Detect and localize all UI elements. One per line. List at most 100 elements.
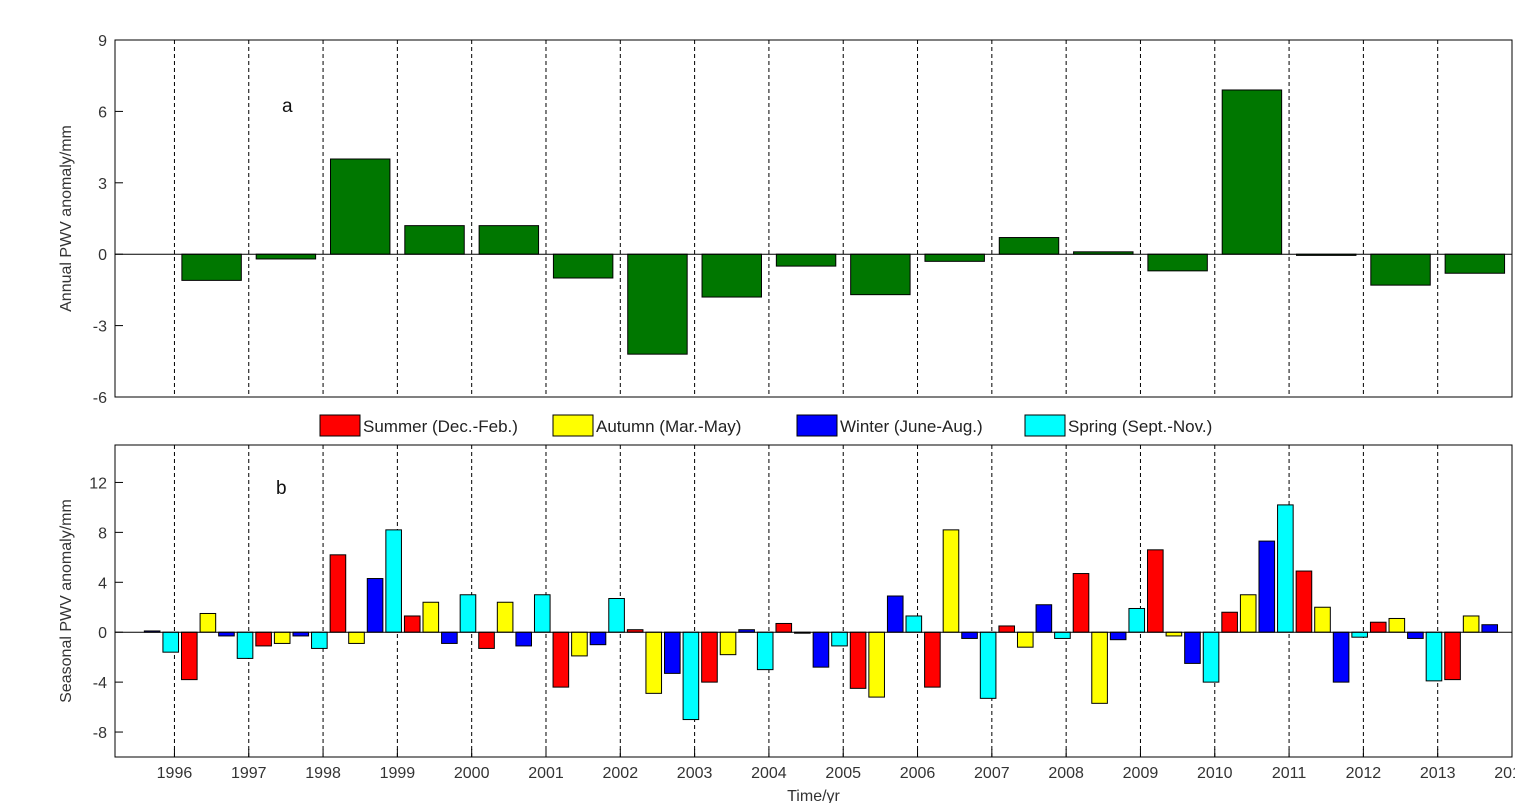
y-tick-label: 6 [98,104,107,121]
seasonal-bar [1369,621,1387,633]
seasonal-bar [571,631,588,657]
seasonal-bar [292,631,310,637]
y-tick-label: 12 [89,475,107,492]
annual-bar [404,225,465,255]
legend-label: Spring (Sept.-Nov.) [1068,417,1212,436]
seasonal-bar [589,631,607,646]
x-tick-label: 2007 [974,765,1010,782]
x-tick-label: 2010 [1197,765,1233,782]
seasonal-bar [1202,631,1220,683]
seasonal-bar [812,631,830,668]
y-tick-label: 9 [98,33,107,50]
seasonal-bar [403,615,421,633]
seasonal-bar [515,631,532,647]
x-tick-label: 2002 [603,765,639,782]
seasonal-bar [1165,631,1183,637]
annual-bar [552,253,614,279]
seasonal-bar [478,631,495,649]
annual-plot-frame [114,39,1513,398]
seasonal-bar [1295,570,1313,633]
annual-bar [701,253,762,298]
annual-bar [255,253,317,260]
seasonal-bar [218,631,235,637]
seasonal-bar [1072,573,1090,633]
x-tick-label: 2011 [1272,765,1307,782]
seasonal-legend: Summer (Dec.-Feb.) Autumn (Mar.-May) Winte… [319,414,1212,437]
seasonal-bar [998,625,1016,633]
seasonal-bar [701,631,718,683]
seasonal-bar [1091,631,1108,704]
seasonal-bar [162,631,180,653]
seasonal-bar [422,601,440,633]
seasonal-bar [664,631,681,674]
legend-swatch [1024,414,1066,437]
annual-bar [1221,89,1283,255]
seasonal-bar [552,631,570,688]
annual-bar [1444,253,1506,274]
x-tick-label: 2005 [825,765,861,782]
seasonal-bar [329,554,347,633]
seasonal-bar [1109,631,1127,641]
seasonal-bar [348,631,365,644]
seasonal-bar [459,594,477,633]
y-tick-label: 3 [98,176,107,193]
seasonal-bar [273,631,291,644]
annual-y-axis-label: Annual PWV anomaly/mm [58,125,75,312]
annual-bar [998,237,1060,255]
seasonal-bar [608,598,625,633]
seasonal-bar [775,622,793,633]
legend-item: Summer (Dec.-Feb.) [319,414,518,437]
seasonal-y-ticks: -8 -4 0 4 8 12 [89,475,123,742]
annual-bar [1370,253,1431,286]
annual-bar [181,253,242,281]
y-tick-label: -6 [93,390,107,407]
seasonal-bar [1258,540,1276,633]
seasonal-x-ticks: 1996 1997 1998 1999 2000 2001 2002 2003 2004 2005… [157,749,1515,782]
x-tick-label: 2001 [528,765,564,782]
panel-label-a: a [282,96,293,117]
seasonal-bar [181,631,198,681]
annual-bar [627,253,688,355]
seasonal-bar [868,631,885,698]
seasonal-bar [1035,604,1053,633]
seasonal-bar [1314,606,1331,633]
seasonal-bar [441,631,458,644]
seasonal-bar [255,631,272,647]
x-tick-label: 2009 [1123,765,1159,782]
x-tick-label: 2013 [1420,765,1456,782]
legend-label: Autumn (Mar.-May) [596,417,741,436]
annual-anomaly-panel: -6 -3 0 3 6 9 a Annual PWV anomaly/mm [58,33,1513,407]
seasonal-bar [849,631,867,689]
x-tick-label: 2014 [1494,765,1515,782]
seasonal-bar [682,631,700,721]
seasonal-bar [831,631,848,647]
annual-bar [775,253,837,267]
seasonal-bar [886,595,904,633]
seasonal-bar [1388,617,1406,633]
seasonal-bar [496,601,514,633]
x-tick-label: 1997 [231,765,267,782]
annual-bar [478,225,540,255]
seasonal-plot-frame [114,444,1513,758]
x-tick-label: 2004 [751,765,787,782]
annual-bar [329,158,391,255]
seasonal-bar [366,578,384,633]
x-tick-label: 2006 [900,765,936,782]
annual-bar [924,253,985,262]
annual-bar [1147,253,1208,272]
seasonal-bar [1332,631,1350,683]
x-tick-label: 2003 [677,765,713,782]
seasonal-bar [1221,611,1238,633]
seasonal-anomaly-panel: -8 -4 0 4 8 12 1996 1997 1998 1999 2000 2001 2002 20… [58,444,1515,803]
legend-item: Spring (Sept.-Nov.) [1024,414,1212,437]
y-tick-label: -8 [93,725,107,742]
seasonal-bar [756,631,774,671]
seasonal-bar [1444,631,1461,681]
annual-bar [850,253,911,296]
seasonal-bar [1128,607,1146,633]
seasonal-bar [1239,594,1257,633]
seasonal-bar [1481,624,1499,633]
seasonal-bar [961,631,978,639]
legend-swatch [319,414,361,437]
